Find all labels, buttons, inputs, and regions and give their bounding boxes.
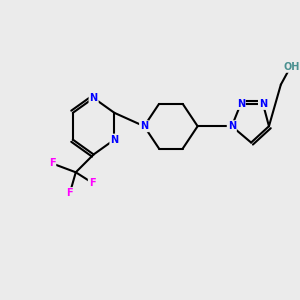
Text: OH: OH (283, 62, 299, 72)
Text: F: F (67, 188, 73, 198)
Text: N: N (89, 93, 98, 103)
Text: F: F (89, 178, 95, 188)
Text: N: N (140, 121, 148, 131)
Text: N: N (237, 99, 245, 109)
Text: N: N (228, 121, 236, 131)
Text: N: N (259, 99, 267, 109)
Text: N: N (110, 135, 118, 145)
Text: F: F (49, 158, 55, 168)
